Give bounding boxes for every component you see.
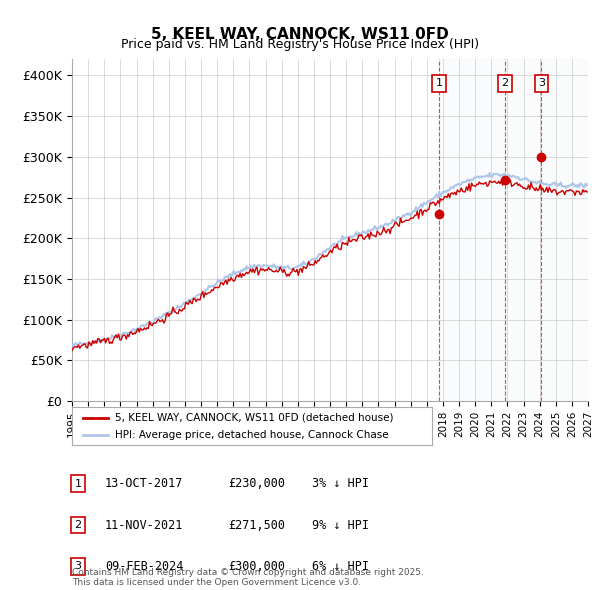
Text: HPI: Average price, detached house, Cannock Chase: HPI: Average price, detached house, Cann… <box>115 430 389 440</box>
Text: 09-FEB-2024: 09-FEB-2024 <box>105 560 184 573</box>
Text: 2: 2 <box>502 78 509 88</box>
Text: £230,000: £230,000 <box>228 477 285 490</box>
Text: £271,500: £271,500 <box>228 519 285 532</box>
Text: 1: 1 <box>74 479 82 489</box>
Text: Price paid vs. HM Land Registry's House Price Index (HPI): Price paid vs. HM Land Registry's House … <box>121 38 479 51</box>
Text: 2: 2 <box>74 520 82 530</box>
Text: £300,000: £300,000 <box>228 560 285 573</box>
Text: 3: 3 <box>74 562 82 571</box>
Text: Contains HM Land Registry data © Crown copyright and database right 2025.
This d: Contains HM Land Registry data © Crown c… <box>72 568 424 587</box>
Text: 1: 1 <box>436 78 443 88</box>
Text: 9% ↓ HPI: 9% ↓ HPI <box>312 519 369 532</box>
Text: 6% ↓ HPI: 6% ↓ HPI <box>312 560 369 573</box>
Text: 5, KEEL WAY, CANNOCK, WS11 0FD: 5, KEEL WAY, CANNOCK, WS11 0FD <box>151 27 449 41</box>
Text: 11-NOV-2021: 11-NOV-2021 <box>105 519 184 532</box>
Text: 13-OCT-2017: 13-OCT-2017 <box>105 477 184 490</box>
Text: 3: 3 <box>538 78 545 88</box>
Bar <box>439 59 588 401</box>
Text: 5, KEEL WAY, CANNOCK, WS11 0FD (detached house): 5, KEEL WAY, CANNOCK, WS11 0FD (detached… <box>115 413 394 423</box>
Text: 3% ↓ HPI: 3% ↓ HPI <box>312 477 369 490</box>
